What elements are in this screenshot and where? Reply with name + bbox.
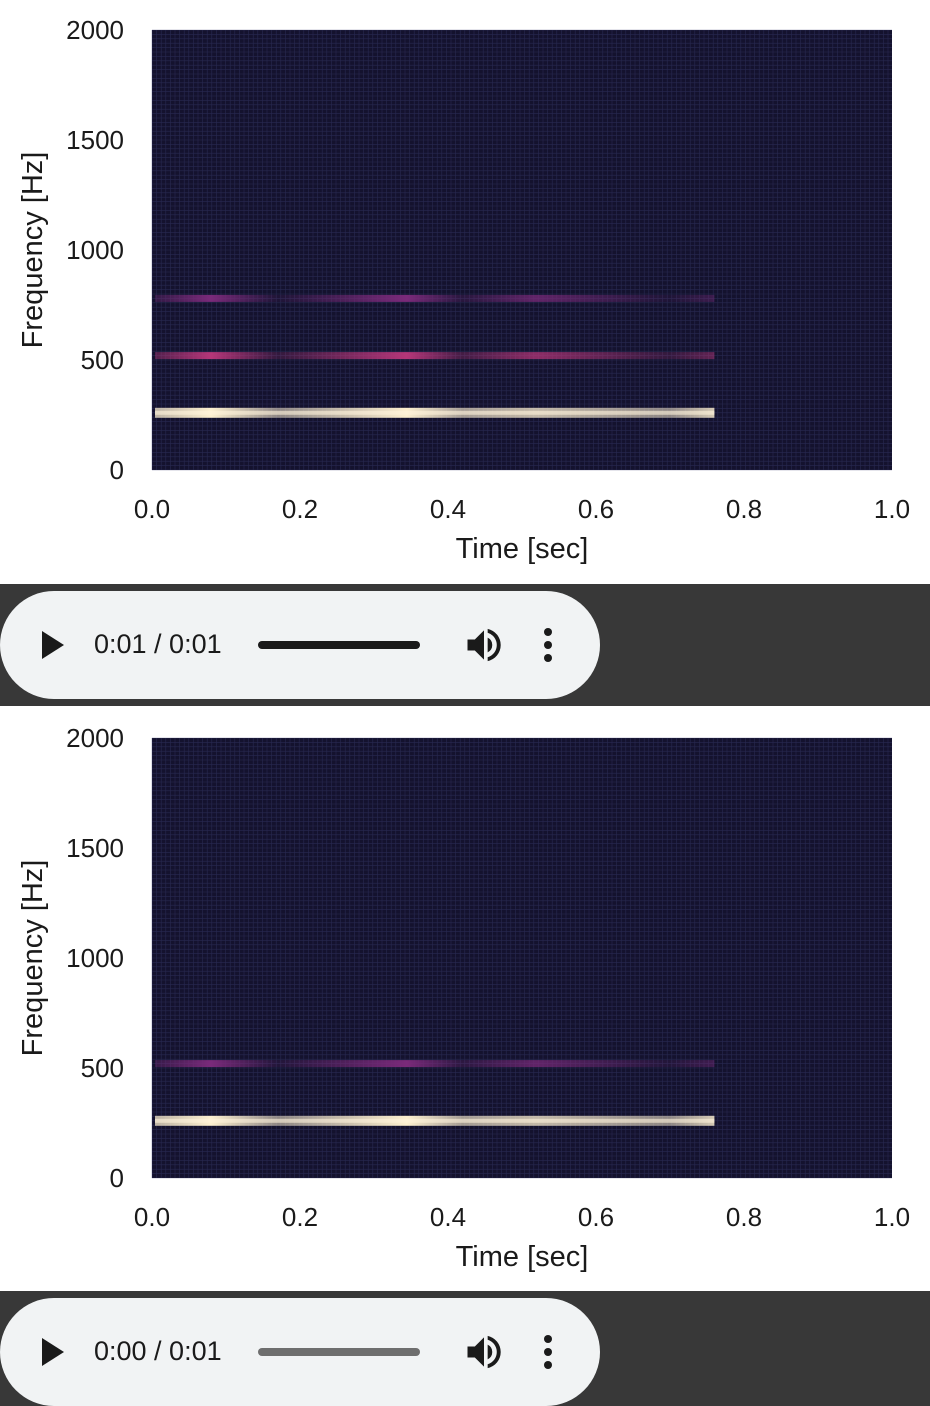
play-icon [42,631,64,659]
x-tick-label: 1.0 [874,494,910,524]
y-tick-label: 1000 [66,235,124,265]
volume-button[interactable] [462,1330,506,1374]
x-tick-label: 0.2 [282,1202,318,1232]
spectrogram-plot-1: 0 500 1000 1500 2000 0.0 0.2 0.4 0.6 0.8 1.0 Time [… [0,0,930,584]
y-tick-label: 0 [110,1163,124,1193]
audio-player-band-2: 0:00 / 0:01 [0,1291,930,1406]
audio-player-band-1: 0:01 / 0:01 [0,584,930,706]
play-button[interactable] [30,625,74,665]
harmonic-band [155,1060,715,1068]
y-tick-label: 1000 [66,943,124,973]
progress-slider[interactable] [258,641,420,649]
y-tick-label: 0 [110,455,124,485]
spectrogram-chart-1: 0 500 1000 1500 2000 0.0 0.2 0.4 0.6 0.8 1.0 Time [… [17,15,910,565]
x-tick-label: 0.8 [726,494,762,524]
audio-player-2: 0:00 / 0:01 [0,1298,600,1406]
y-tick-label: 1500 [66,833,124,863]
harmonic-band-core [155,1118,715,1123]
x-axis-label: Time [sec] [456,533,589,565]
bin-grid [151,29,892,471]
more-vert-icon [544,1335,552,1369]
y-tick-label: 2000 [66,723,124,753]
y-axis-label: Frequency [Hz] [17,152,49,349]
bin-grid [151,737,892,1179]
x-tick-label: 0.6 [578,494,614,524]
y-tick-label: 500 [81,1053,124,1083]
x-axis-label: Time [sec] [456,1241,589,1273]
x-tick-label: 0.0 [134,494,170,524]
spectrogram-plot-2: 0 500 1000 1500 2000 0.0 0.2 0.4 0.6 0.8 1.0 Time [… [0,708,930,1291]
x-tick-label: 0.4 [430,1202,466,1232]
x-tick-label: 0.6 [578,1202,614,1232]
y-tick-label: 2000 [66,15,124,45]
x-tick-label: 0.8 [726,1202,762,1232]
spectrogram-chart-2: 0 500 1000 1500 2000 0.0 0.2 0.4 0.6 0.8 1.0 Time [… [17,723,910,1273]
volume-icon [467,628,501,662]
x-tick-label: 0.2 [282,494,318,524]
y-axis-label: Frequency [Hz] [17,860,49,1057]
harmonic-band [155,352,715,360]
volume-icon [467,1335,501,1369]
x-tick-label: 0.4 [430,494,466,524]
harmonic-band-core [155,410,715,415]
y-tick-label: 500 [81,345,124,375]
time-display: 0:01 / 0:01 [94,629,222,659]
x-tick-label: 0.0 [134,1202,170,1232]
play-icon [42,1338,64,1366]
more-options-button[interactable] [530,621,566,669]
progress-slider[interactable] [258,1348,420,1356]
x-tick-label: 1.0 [874,1202,910,1232]
audio-player-1: 0:01 / 0:01 [0,591,600,699]
harmonic-band [155,294,715,302]
more-vert-icon [544,628,552,662]
more-options-button[interactable] [530,1328,566,1376]
y-tick-label: 1500 [66,125,124,155]
progress-fill [258,641,420,649]
play-button[interactable] [30,1332,74,1372]
volume-button[interactable] [462,623,506,667]
time-display: 0:00 / 0:01 [94,1336,222,1366]
